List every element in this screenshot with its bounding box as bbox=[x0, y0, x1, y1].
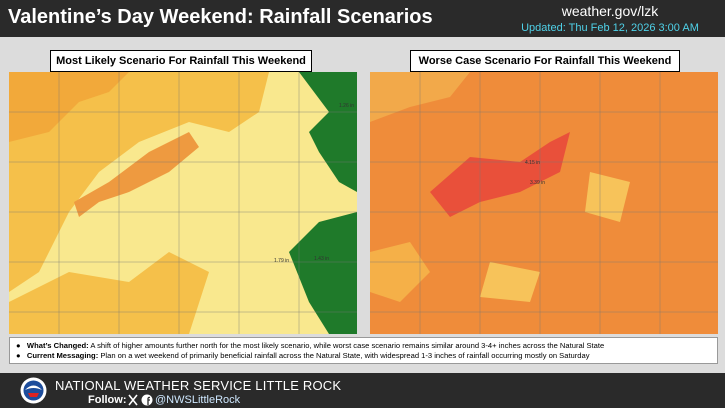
rain-label: 3.39 in bbox=[530, 180, 545, 186]
nws-logo bbox=[20, 377, 47, 404]
note-label: Current Messaging: bbox=[26, 351, 99, 360]
note-text: A shift of higher amounts further north … bbox=[90, 341, 605, 350]
social-icons bbox=[128, 394, 153, 406]
title: Valentine’s Day Weekend: Rainfall Scenar… bbox=[8, 6, 433, 28]
footer: NATIONAL WEATHER SERVICE LITTLE ROCK Fol… bbox=[0, 373, 725, 408]
header: Valentine’s Day Weekend: Rainfall Scenar… bbox=[0, 0, 725, 37]
notes: ● What’s Changed: A shift of higher amou… bbox=[9, 337, 718, 364]
updated: Updated: Thu Feb 12, 2026 3:00 AM bbox=[521, 22, 699, 34]
rain-label: 1.26 in bbox=[339, 103, 354, 109]
note: ● What’s Changed: A shift of higher amou… bbox=[16, 341, 605, 350]
website: weather.gov/lzk bbox=[561, 3, 659, 19]
note-text: Plan on a wet weekend of primarily benef… bbox=[100, 351, 590, 360]
caption: Most Likely Scenario For Rainfall This W… bbox=[50, 50, 312, 72]
office: NATIONAL WEATHER SERVICE LITTLE ROCK bbox=[55, 378, 342, 393]
follow: Follow: bbox=[88, 394, 127, 406]
note-label: What’s Changed: bbox=[26, 341, 89, 350]
rain-label: 1.79 in bbox=[274, 258, 289, 264]
note: ● Current Messaging: Plan on a wet weeke… bbox=[16, 351, 590, 360]
handle[interactable]: @NWSLittleRock bbox=[155, 394, 241, 406]
rain-label: 4.15 in bbox=[525, 160, 540, 166]
map-most-likely: 1.26 in 1.79 in 1.43 in bbox=[9, 72, 357, 334]
caption: Worse Case Scenario For Rainfall This We… bbox=[410, 50, 680, 72]
map-worse-case: 4.15 in 3.39 in bbox=[370, 72, 718, 334]
rain-label: 1.43 in bbox=[314, 256, 329, 262]
